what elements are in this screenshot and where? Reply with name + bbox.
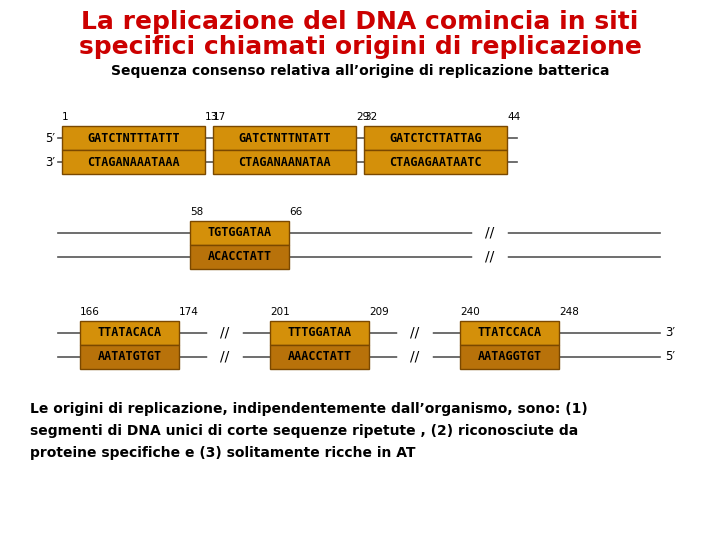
Text: //: //	[485, 250, 495, 264]
FancyBboxPatch shape	[270, 345, 369, 369]
FancyBboxPatch shape	[460, 321, 559, 345]
Text: La replicazione del DNA comincia in siti: La replicazione del DNA comincia in siti	[81, 10, 639, 34]
Text: 13: 13	[205, 112, 218, 122]
FancyBboxPatch shape	[460, 345, 559, 369]
FancyBboxPatch shape	[62, 126, 205, 150]
Text: Sequenza consenso relativa all’origine di replicazione batterica: Sequenza consenso relativa all’origine d…	[111, 64, 609, 78]
Text: AATATGTGT: AATATGTGT	[97, 350, 161, 363]
FancyBboxPatch shape	[190, 221, 289, 245]
Text: TTATCCACA: TTATCCACA	[477, 327, 541, 340]
Text: TTTGGATAA: TTTGGATAA	[287, 327, 351, 340]
Text: 201: 201	[270, 307, 289, 317]
Text: CTAGANAANATAA: CTAGANAANATAA	[238, 156, 330, 168]
Text: 1: 1	[62, 112, 68, 122]
FancyBboxPatch shape	[213, 150, 356, 174]
Text: CTAGAGAATAATC: CTAGAGAATAATC	[390, 156, 482, 168]
Text: 166: 166	[80, 307, 100, 317]
Text: //: //	[220, 326, 229, 340]
FancyBboxPatch shape	[80, 321, 179, 345]
Text: GATCTCTTATTAG: GATCTCTTATTAG	[390, 132, 482, 145]
Text: 3′: 3′	[665, 327, 675, 340]
Text: AAACCTATT: AAACCTATT	[287, 350, 351, 363]
Text: 29: 29	[356, 112, 369, 122]
Text: //: //	[410, 326, 419, 340]
Text: 17: 17	[213, 112, 226, 122]
Text: TTATACACA: TTATACACA	[97, 327, 161, 340]
Text: 32: 32	[364, 112, 377, 122]
Text: proteine specifiche e (3) solitamente ricche in AT: proteine specifiche e (3) solitamente ri…	[30, 446, 415, 460]
Text: CTAGANAAATAAA: CTAGANAAATAAA	[87, 156, 180, 168]
Text: //: //	[220, 350, 229, 364]
Text: 58: 58	[190, 207, 203, 217]
Text: 3′: 3′	[45, 156, 55, 168]
Text: //: //	[410, 350, 419, 364]
FancyBboxPatch shape	[213, 126, 356, 150]
Text: AATAGGTGT: AATAGGTGT	[477, 350, 541, 363]
FancyBboxPatch shape	[80, 345, 179, 369]
Text: GATCTNTTNTATT: GATCTNTTNTATT	[238, 132, 330, 145]
Text: specifici chiamati origini di replicazione: specifici chiamati origini di replicazio…	[78, 35, 642, 59]
Text: //: //	[485, 226, 495, 240]
Text: 5′: 5′	[665, 350, 675, 363]
FancyBboxPatch shape	[190, 245, 289, 269]
Text: GATCTNTTTATTT: GATCTNTTTATTT	[87, 132, 180, 145]
Text: 174: 174	[179, 307, 199, 317]
Text: ACACCTATT: ACACCTATT	[207, 251, 271, 264]
Text: 44: 44	[507, 112, 521, 122]
Text: Le origini di replicazione, indipendentemente dall’organismo, sono: (1): Le origini di replicazione, indipendente…	[30, 402, 588, 416]
FancyBboxPatch shape	[364, 150, 507, 174]
Text: 5′: 5′	[45, 132, 55, 145]
Text: 240: 240	[460, 307, 480, 317]
FancyBboxPatch shape	[364, 126, 507, 150]
Text: segmenti di DNA unici di corte sequenze ripetute , (2) riconosciute da: segmenti di DNA unici di corte sequenze …	[30, 424, 578, 438]
Text: TGTGGATAA: TGTGGATAA	[207, 226, 271, 240]
FancyBboxPatch shape	[62, 150, 205, 174]
Text: 209: 209	[369, 307, 389, 317]
Text: 66: 66	[289, 207, 302, 217]
Text: 248: 248	[559, 307, 579, 317]
FancyBboxPatch shape	[270, 321, 369, 345]
